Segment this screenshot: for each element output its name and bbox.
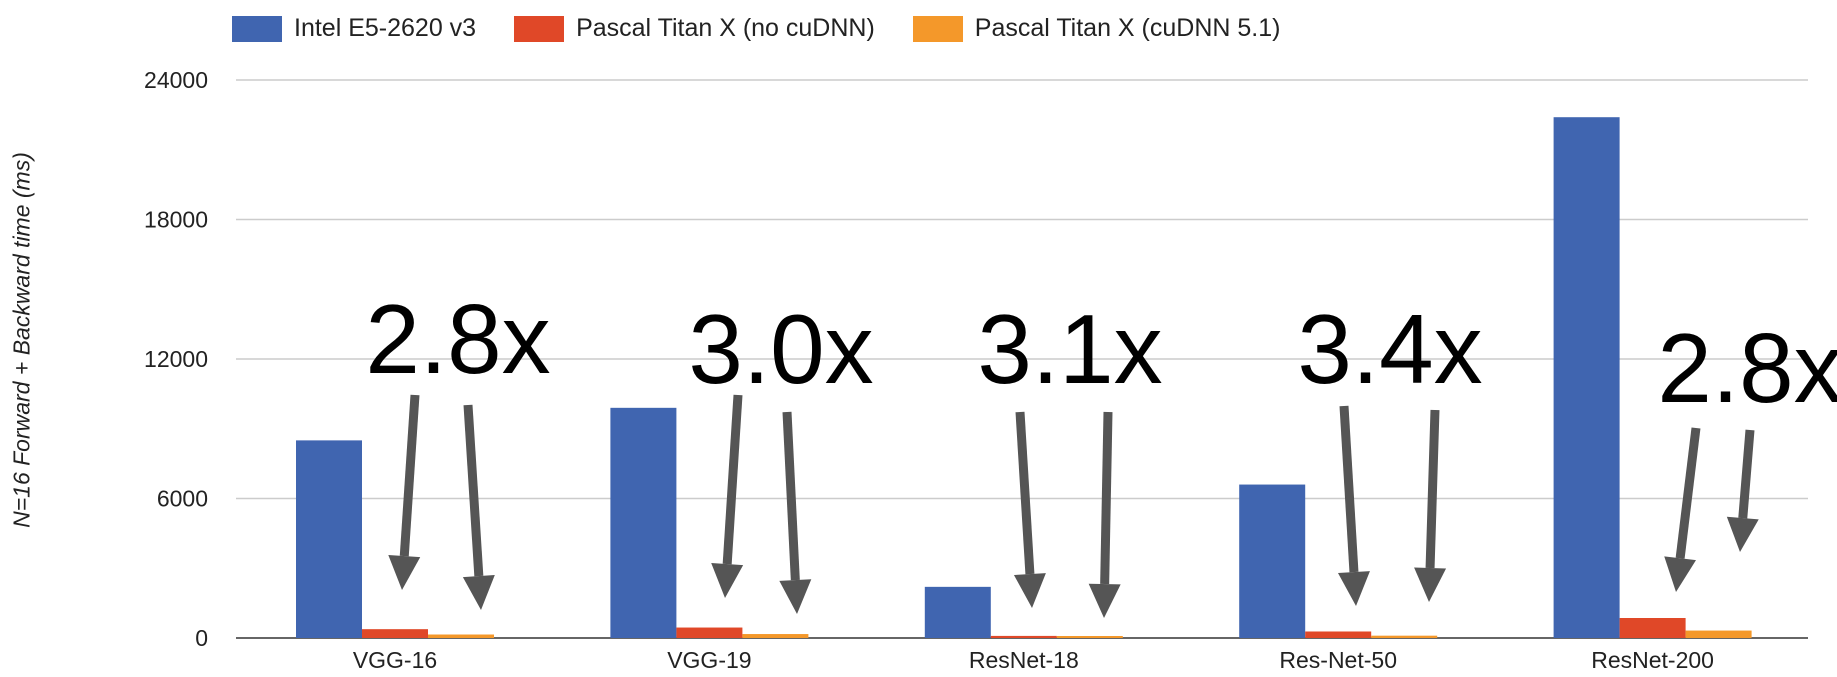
arrow-head-icon <box>462 575 495 610</box>
legend-item-titan-no-cudnn: Pascal Titan X (no cuDNN) <box>514 14 875 43</box>
speedup-annotation: 3.1x <box>977 294 1162 404</box>
legend-item-titan-cudnn: Pascal Titan X (cuDNN 5.1) <box>912 14 1281 43</box>
bar-pascal-titan-x-no-cudnn--vgg-19 <box>676 627 743 638</box>
legend-swatch-titan-cudnn <box>912 15 963 42</box>
bar-pascal-titan-x-cudnn-5-1--res-net-50 <box>1371 635 1438 638</box>
y-tick-label: 6000 <box>157 486 208 512</box>
bar-pascal-titan-x-cudnn-5-1--vgg-16 <box>428 634 494 638</box>
bar-intel-e5-2620-v3-res-net-50 <box>1239 484 1306 638</box>
bar-intel-e5-2620-v3-vgg-19 <box>610 407 677 638</box>
arrow-shaft <box>1100 411 1113 585</box>
arrow-shaft <box>1015 411 1035 575</box>
y-tick-label: 12000 <box>144 346 208 372</box>
bar-pascal-titan-x-cudnn-5-1--resnet-200 <box>1685 630 1752 638</box>
legend-swatch-intel <box>232 15 282 42</box>
arrow-shaft <box>463 404 484 577</box>
arrow-head-icon <box>1664 556 1696 592</box>
legend-swatch-titan-no-cudnn <box>514 15 565 42</box>
bar-pascal-titan-x-no-cudnn--res-net-50 <box>1305 631 1372 638</box>
arrow-head-icon <box>1088 583 1121 618</box>
legend-item-intel: Intel E5-2620 v3 <box>232 14 476 43</box>
arrow-head-icon <box>1726 516 1759 552</box>
bar-pascal-titan-x-cudnn-5-1--vgg-19 <box>742 634 809 638</box>
bar-intel-e5-2620-v3-vgg-16 <box>296 440 362 638</box>
arrow-head-icon <box>1414 567 1447 602</box>
bar-pascal-titan-x-cudnn-5-1--resnet-18 <box>1056 636 1123 638</box>
x-tick-label: VGG-19 <box>667 647 751 673</box>
legend-label-titan-no-cudnn: Pascal Titan X (no cuDNN) <box>576 14 875 42</box>
arrow-shaft <box>1738 429 1755 519</box>
arrow-shaft <box>1339 405 1359 573</box>
arrow-shaft <box>1425 409 1440 569</box>
y-tick-label: 24000 <box>144 67 208 93</box>
y-tick-label: 18000 <box>144 207 208 233</box>
legend: Intel E5-2620 v3 Pascal Titan X (no cuDN… <box>232 14 1280 43</box>
arrow-shaft <box>399 394 420 557</box>
legend-label-titan-cudnn: Pascal Titan X (cuDNN 5.1) <box>974 14 1281 42</box>
bar-pascal-titan-x-no-cudnn--resnet-18 <box>990 635 1057 638</box>
speedup-annotation: 3.0x <box>688 294 873 404</box>
arrow-head-icon <box>388 555 421 590</box>
legend-label-intel: Intel E5-2620 v3 <box>294 14 477 42</box>
speedup-annotation: 2.8x <box>1657 313 1837 423</box>
bar-intel-e5-2620-v3-resnet-200 <box>1553 117 1620 638</box>
bar-pascal-titan-x-no-cudnn--vgg-16 <box>362 629 428 638</box>
speedup-annotation: 3.4x <box>1297 294 1482 404</box>
arrow-head-icon <box>1013 573 1046 608</box>
arrow-head-icon <box>711 563 744 598</box>
y-tick-label: 0 <box>195 625 208 651</box>
x-tick-label: ResNet-200 <box>1591 647 1714 673</box>
arrow-shaft <box>1675 427 1701 559</box>
bar-pascal-titan-x-no-cudnn--resnet-200 <box>1619 618 1686 638</box>
x-tick-label: ResNet-18 <box>969 647 1079 673</box>
arrow-shaft <box>782 411 800 581</box>
arrow-head-icon <box>779 579 812 614</box>
arrow-shaft <box>722 394 743 565</box>
bar-intel-e5-2620-v3-resnet-18 <box>924 586 991 638</box>
arrow-head-icon <box>1337 571 1370 606</box>
speedup-annotation: 2.8x <box>365 284 550 394</box>
x-tick-label: Res-Net-50 <box>1279 647 1397 673</box>
x-tick-label: VGG-16 <box>353 647 437 673</box>
